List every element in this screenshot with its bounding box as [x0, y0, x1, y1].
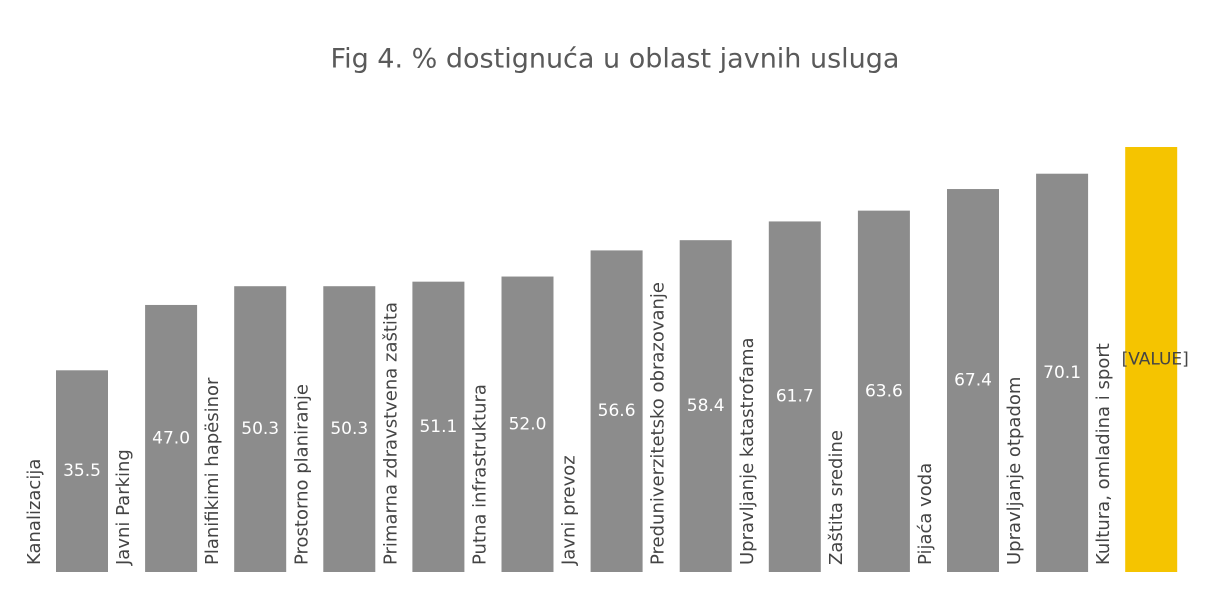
bar: [857, 210, 910, 573]
value-label: [VALUE]: [1122, 350, 1189, 370]
bar: [1036, 173, 1089, 573]
bar: [145, 304, 198, 572]
category-label: Primarna zdravstvena zaštita: [380, 302, 401, 565]
value-label: 50.3: [330, 419, 368, 439]
category-label: Preduniverzitetsko obrazovanje: [648, 282, 669, 565]
value-label: 52.0: [509, 414, 547, 434]
category-label: Prostorno planiranje: [291, 384, 312, 565]
value-label: 35.5: [63, 461, 101, 481]
bar: [56, 370, 108, 572]
bar: [323, 286, 376, 572]
category-label: Kultura, omladina i sport: [1093, 343, 1114, 565]
category-label: Planifikimi hapësinor: [202, 377, 223, 565]
category-label: Zaštita sredine: [826, 430, 847, 565]
bar: [412, 281, 465, 572]
value-label: 63.6: [865, 381, 903, 401]
value-label: 50.3: [241, 419, 279, 439]
bar: [1125, 147, 1178, 572]
category-label: Kanalizacija: [24, 459, 45, 565]
category-label: Javni prevoz: [559, 455, 580, 566]
category-label: Pijaća voda: [915, 463, 936, 565]
category-label: Upravljanje katastrofama: [737, 337, 758, 565]
value-label: 56.6: [598, 401, 636, 421]
bar: [590, 250, 643, 572]
bar: [501, 276, 554, 572]
category-label: Upravljanje otpadom: [1004, 377, 1025, 565]
bar: [768, 221, 821, 572]
bar: [947, 189, 999, 572]
category-label: Putna infrastruktura: [470, 384, 491, 565]
bar: [234, 286, 287, 572]
value-label: 61.7: [776, 387, 814, 407]
value-label: 47.0: [152, 428, 190, 448]
value-label: 51.1: [419, 417, 457, 437]
value-label: 58.4: [687, 396, 725, 416]
category-label: Javni Parking: [113, 449, 134, 566]
bar: [679, 240, 732, 572]
value-label: 67.4: [954, 371, 992, 391]
value-label: 70.1: [1043, 363, 1081, 383]
chart-title: Fig 4. % dostignuća u oblast javnih uslu…: [331, 44, 900, 75]
